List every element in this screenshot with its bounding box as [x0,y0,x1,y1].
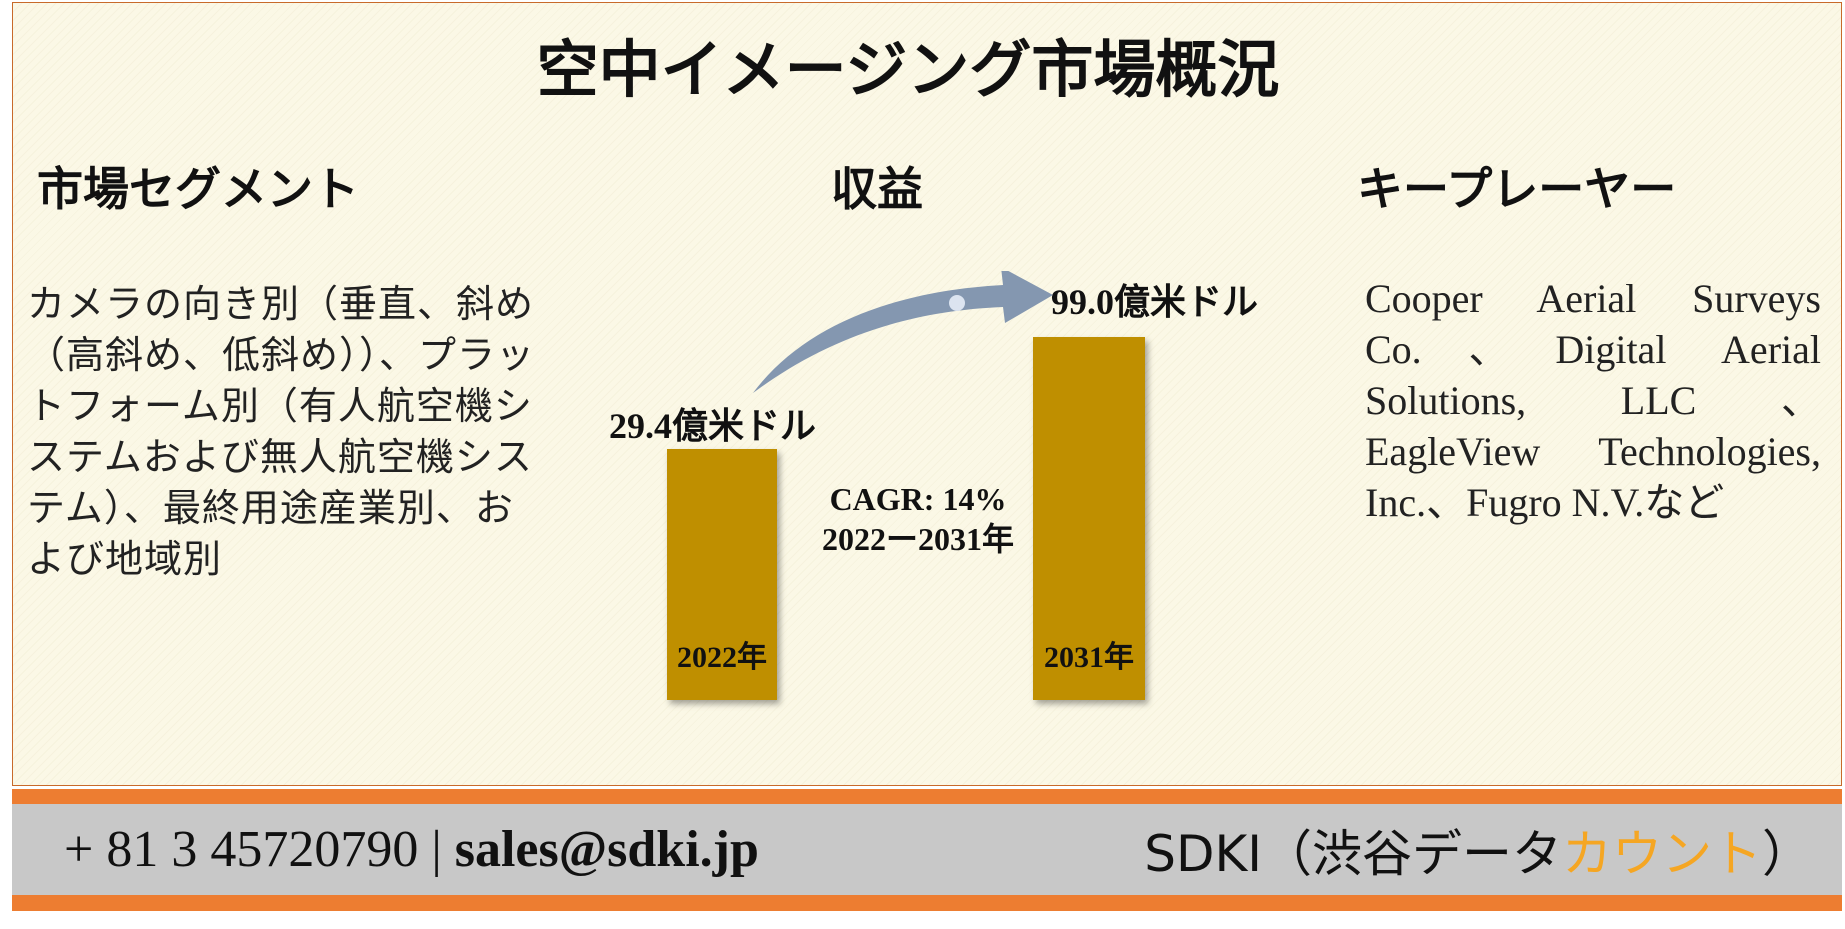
slide-panel: 空中イメージング市場概況 市場セグメント 収益 キープレーヤー カメラの向き別（… [12,2,1842,786]
footer-bar: + 81 3 45720790 | sales@sdki.jp SDKI（渋谷デ… [12,804,1842,895]
brand-accent: カウント [1562,825,1762,883]
page-title: 空中イメージング市場概況 [536,33,1280,106]
key-players-list: Cooper Aerial Surveys Co.、Digital Aerial… [1365,276,1821,525]
phone-number: + 81 3 45720790 [64,821,419,878]
footer-top-stripe [12,789,1842,804]
bar-label-2031: 2031年 [1044,641,1134,674]
cagr-period: 2022ー2031年 [821,521,1014,557]
value-label-2022: 29.4億米ドル [609,406,817,446]
contact-info: + 81 3 45720790 | sales@sdki.jp [64,820,759,879]
bar-2031: 2031年 [1033,337,1145,700]
brand-prefix: SDKI（渋谷データ [1144,825,1562,883]
key-players-heading: キープレーヤー [1357,162,1677,216]
footer-bottom-stripe [12,895,1842,911]
brand-name: SDKI（渋谷データカウント） [1144,814,1812,886]
contact-separator: | [431,821,442,878]
revenue-heading: 収益 [831,162,923,216]
segment-description: カメラの向き別（垂直、斜め（高斜め、低斜め））、プラットフォーム別（有人航空機シ… [27,282,536,581]
brand-suffix: ） [1762,825,1812,883]
bar-label-2022: 2022年 [677,641,767,674]
email-address: sales@sdki.jp [454,821,759,878]
cagr-rate: CAGR: 14% [829,481,1007,517]
cagr-text: CAGR: 14% 2022ー2031年 [798,479,1038,559]
value-label-2031: 99.0億米ドル [1051,282,1259,322]
segment-heading: 市場セグメント [37,162,359,216]
bar-2022: 2022年 [667,449,777,700]
growth-arrow-icon [753,271,1053,393]
